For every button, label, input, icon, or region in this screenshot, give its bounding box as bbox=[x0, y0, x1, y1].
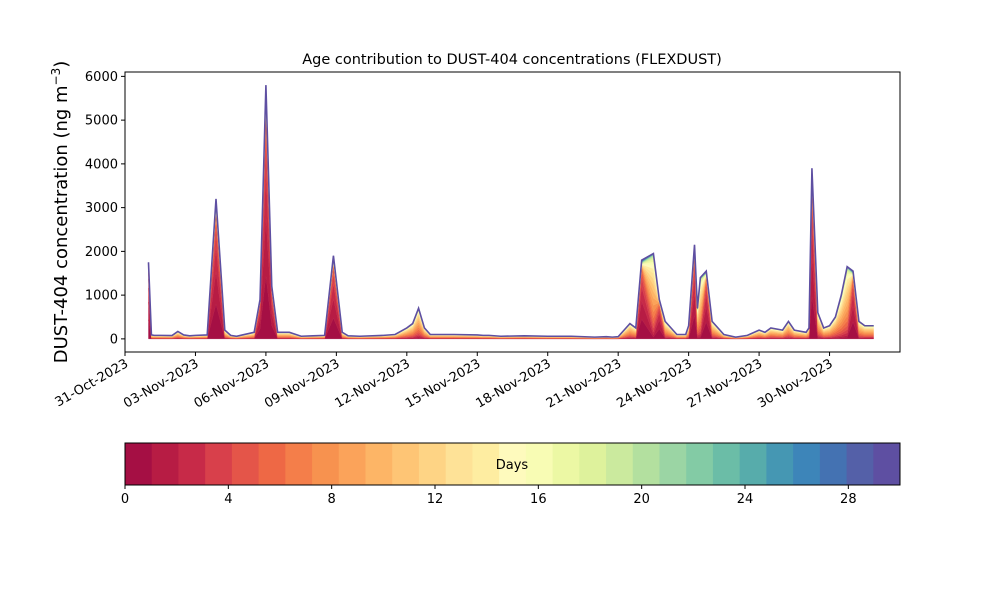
colorbar-segment bbox=[231, 443, 260, 485]
colorbar-segment bbox=[846, 443, 874, 485]
colorbar-segment bbox=[285, 443, 313, 485]
colorbar-tick-label: 12 bbox=[427, 492, 444, 507]
colorbar-tick-label: 8 bbox=[328, 492, 336, 507]
age-band-9-days bbox=[148, 102, 874, 339]
age-band-25-days bbox=[148, 87, 874, 338]
colorbar-segment bbox=[819, 443, 848, 485]
y-axis-label: DUST-404 concentration (ng m−3) bbox=[49, 61, 72, 364]
colorbar-segment bbox=[579, 443, 607, 485]
colorbar-segment bbox=[873, 443, 901, 485]
y-tick-label: 3000 bbox=[85, 201, 118, 216]
colorbar-segment bbox=[205, 443, 233, 485]
colorbar-tick-label: 24 bbox=[737, 492, 754, 507]
age-band-21-days bbox=[148, 91, 874, 338]
colorbar-segment bbox=[552, 443, 580, 485]
age-band-10-days bbox=[148, 101, 874, 338]
colorbar-frame bbox=[124, 442, 901, 486]
age-band-18-days bbox=[148, 94, 874, 338]
y-axis: 0 1000 2000 3000 4000 5000 6000 bbox=[85, 70, 125, 347]
colorbar-segment bbox=[445, 443, 473, 485]
x-tick-label: 06-Nov-2023 bbox=[192, 356, 272, 411]
y-axis-label-close: ) bbox=[51, 61, 72, 68]
colorbar-segment bbox=[151, 443, 179, 485]
age-band-26-days bbox=[148, 86, 874, 338]
colorbar-segment bbox=[686, 443, 714, 485]
age-band-12-days bbox=[148, 100, 874, 338]
x-tick-label: 30-Nov-2023 bbox=[755, 356, 835, 411]
x-tick-label: 21-Nov-2023 bbox=[544, 356, 624, 411]
x-tick-label: 12-Nov-2023 bbox=[333, 356, 413, 411]
age-band-24-days bbox=[148, 88, 874, 338]
colorbar-tick-label: 16 bbox=[530, 492, 547, 507]
age-band-13-days bbox=[148, 99, 874, 338]
x-axis: 31-Oct-202303-Nov-202306-Nov-202309-Nov-… bbox=[53, 352, 836, 411]
age-band-23-days bbox=[148, 89, 874, 338]
colorbar-tick-label: 28 bbox=[840, 492, 857, 507]
age-band-14-days bbox=[148, 98, 874, 338]
y-tick-label: 0 bbox=[110, 332, 118, 347]
colorbar-segment bbox=[793, 443, 821, 485]
age-band-16-days bbox=[148, 96, 874, 338]
age-band-7-days bbox=[148, 105, 874, 339]
colorbar-segment bbox=[472, 443, 500, 485]
x-tick-label: 15-Nov-2023 bbox=[403, 356, 483, 411]
x-tick-label: 27-Nov-2023 bbox=[685, 356, 765, 411]
y-tick-label: 6000 bbox=[85, 70, 118, 85]
age-band-3-days bbox=[148, 139, 874, 339]
colorbar-segment bbox=[606, 443, 634, 485]
colorbar-segment bbox=[392, 443, 420, 485]
age-band-8-days bbox=[148, 103, 874, 339]
colorbar-segment bbox=[659, 443, 687, 485]
colorbar-tick-label: 20 bbox=[633, 492, 650, 507]
y-tick-label: 5000 bbox=[85, 114, 118, 129]
age-band-27-days bbox=[148, 86, 874, 338]
age-band-11-days bbox=[148, 101, 874, 338]
x-tick-label: 31-Oct-2023 bbox=[53, 356, 131, 410]
colorbar-segment bbox=[258, 443, 286, 485]
colorbar-tick-label: 4 bbox=[224, 492, 232, 507]
colorbar-segment bbox=[338, 443, 367, 485]
colorbar-segment bbox=[499, 443, 527, 485]
y-tick-label: 2000 bbox=[85, 245, 118, 260]
x-tick-label: 24-Nov-2023 bbox=[614, 356, 694, 411]
y-axis-label-main: DUST-404 concentration (ng m bbox=[51, 85, 72, 363]
age-band-15-days bbox=[148, 97, 874, 338]
age-band-28-days bbox=[148, 85, 874, 338]
plot-frame bbox=[124, 71, 901, 353]
colorbar-segment bbox=[525, 443, 554, 485]
colorbar-segment bbox=[632, 443, 660, 485]
age-band-20-days bbox=[148, 92, 874, 338]
total-concentration-line bbox=[147, 85, 874, 338]
colorbar-segment bbox=[312, 443, 340, 485]
colorbar-segment bbox=[125, 443, 153, 485]
colorbar-segment bbox=[365, 443, 393, 485]
x-tick-label: 09-Nov-2023 bbox=[262, 356, 342, 411]
colorbar-tick-label: 0 bbox=[121, 492, 129, 507]
x-tick-label: 03-Nov-2023 bbox=[121, 356, 201, 411]
colorbar: 0 4 8 12 16 20 24 28 bbox=[121, 442, 901, 507]
chart-title: Age contribution to DUST-404 concentrati… bbox=[302, 52, 722, 68]
colorbar-segment bbox=[712, 443, 741, 485]
colorbar-segment bbox=[178, 443, 206, 485]
y-axis-label-unit-exponent: −3 bbox=[49, 68, 63, 86]
colorbar-segment bbox=[418, 443, 447, 485]
colorbar-label: Days bbox=[496, 458, 529, 473]
age-band-22-days bbox=[148, 90, 874, 338]
age-band-19-days bbox=[148, 93, 874, 338]
x-tick-label: 18-Nov-2023 bbox=[473, 356, 553, 411]
colorbar-segment bbox=[766, 443, 794, 485]
colorbar-segment bbox=[739, 443, 767, 485]
plot-area bbox=[147, 85, 874, 340]
age-band-5-days bbox=[148, 111, 874, 339]
age-band-17-days bbox=[148, 95, 874, 338]
age-band-4-days bbox=[148, 121, 874, 339]
y-tick-label: 4000 bbox=[85, 157, 118, 172]
y-tick-label: 1000 bbox=[85, 289, 118, 304]
age-band-6-days bbox=[148, 107, 874, 339]
